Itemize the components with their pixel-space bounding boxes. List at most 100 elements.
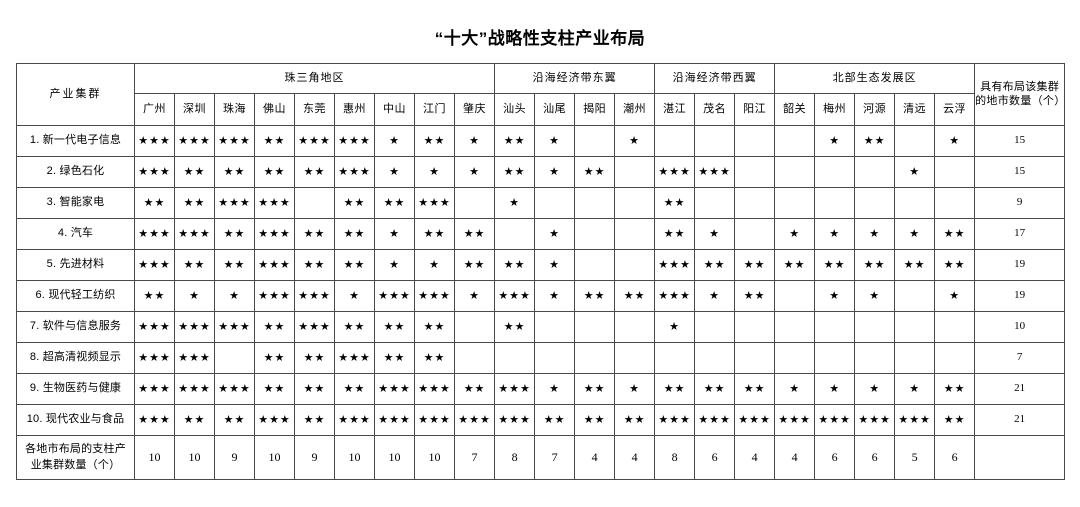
cell-cluster-city-count-r4: 17 [974,218,1066,250]
cell-rating-r8-c16 [734,342,776,374]
cell-city-total-c21: 6 [934,435,976,480]
cell-rating-r8-c14 [654,342,696,374]
cell-rating-r10-c7: ★★★ [374,404,415,436]
header-region-group-1: 珠三角地区 [133,63,496,94]
cell-city-total-c9: 7 [453,435,496,480]
cell-rating-r7-c19 [854,311,896,343]
cell-city-total-c15: 6 [694,435,736,480]
cell-rating-r6-c20 [894,280,936,312]
cell-rating-r6-c1: ★★ [134,280,175,312]
cell-rating-r7-c18 [814,311,856,343]
cell-city-total-c17: 4 [774,435,816,480]
cell-rating-r10-c12: ★★ [574,404,616,436]
cell-rating-r1-c3: ★★★ [214,125,255,157]
cell-rating-r3-c12 [574,187,616,219]
row-label-total: 各地市布局的支柱产业集群数量（个） [16,435,135,480]
cell-rating-r3-c5 [294,187,335,219]
cell-rating-r2-c12: ★★ [574,156,616,188]
cell-rating-r3-c4: ★★★ [254,187,295,219]
cell-rating-r6-c21: ★ [934,280,976,312]
cell-rating-r3-c9 [453,187,496,219]
cell-rating-r10-c6: ★★★ [334,404,375,436]
table-row: 5. 先进材料 ★★★ ★★ ★★ ★★★ ★★ ★★ ★ ★ ★★ ★★ ★ ★★★ ★★ ★★ ★★ ★★ ★… [16,249,1066,281]
cell-rating-r5-c5: ★★ [294,249,335,281]
cell-rating-r2-c6: ★★★ [334,156,375,188]
cell-rating-r10-c13: ★★ [614,404,656,436]
cell-rating-r1-c12 [574,125,616,157]
cell-rating-r3-c13 [614,187,656,219]
table-total-row: 各地市布局的支柱产业集群数量（个） 10 10 9 10 9 10 10 10 7 8 7 4 4 8 6 4 4… [16,435,1066,480]
cell-rating-r6-c5: ★★★ [294,280,335,312]
cell-rating-r6-c3: ★ [214,280,255,312]
header-region-group-2: 沿海经济带东翼 [494,63,656,94]
header-region-group-3: 沿海经济带西翼 [654,63,776,94]
cell-rating-r4-c8: ★★ [414,218,455,250]
cell-rating-r6-c14: ★★★ [654,280,696,312]
cell-rating-r7-c7: ★★ [374,311,415,343]
header-city-20: 清远 [894,93,936,126]
cell-rating-r9-c21: ★★ [934,373,976,405]
table-header: 产业集群 珠三角地区 沿海经济带东翼 沿海经济带西翼 北部生态发展区 具有布局该集群的地市… [16,63,1065,126]
cell-city-total-c11: 7 [534,435,576,480]
cell-rating-r6-c9: ★ [453,280,496,312]
cell-rating-r8-c20 [894,342,936,374]
header-city-7: 中山 [374,93,415,126]
cell-rating-r3-c16 [734,187,776,219]
row-label-cluster-8: 8. 超高清视频显示 [16,342,135,374]
cell-rating-r8-c11 [534,342,576,374]
header-city-12: 揭阳 [574,93,616,126]
cell-rating-r10-c15: ★★★ [694,404,736,436]
table-row: 7. 软件与信息服务 ★★★ ★★★ ★★★ ★★ ★★★ ★★ ★★ ★★ ★★ ★ 10 [16,311,1066,343]
cell-rating-r4-c9: ★★ [453,218,496,250]
cell-rating-r10-c11: ★★ [534,404,576,436]
header-city-row: 广州 深圳 珠海 佛山 东莞 惠州 中山 江门 肇庆 汕头 汕尾 揭阳 潮州 湛江 茂名 阳江 韶关 梅州 河源 清远… [17,93,1065,126]
cell-rating-r2-c10: ★★ [494,156,536,188]
cell-rating-r2-c17 [774,156,816,188]
cell-rating-r8-c9 [453,342,496,374]
cell-rating-r5-c17: ★★ [774,249,816,281]
cell-rating-r10-c4: ★★★ [254,404,295,436]
cell-rating-r8-c3 [214,342,255,374]
cell-rating-r8-c2: ★★★ [174,342,215,374]
table-row: 9. 生物医药与健康 ★★★ ★★★ ★★★ ★★ ★★ ★★ ★★★ ★★★ ★★ ★★★ ★ ★★ ★… [16,373,1066,405]
cell-rating-r6-c7: ★★★ [374,280,415,312]
cell-rating-r6-c8: ★★★ [414,280,455,312]
cell-rating-r4-c15: ★ [694,218,736,250]
cell-rating-r5-c21: ★★ [934,249,976,281]
cell-rating-r1-c2: ★★★ [174,125,215,157]
cell-rating-r9-c12: ★★ [574,373,616,405]
header-city-3: 珠海 [214,93,255,126]
row-label-cluster-1: 1. 新一代电子信息 [16,125,135,157]
cell-city-total-c2: 10 [174,435,215,480]
cell-rating-r2-c9: ★ [453,156,496,188]
cell-rating-r9-c16: ★★ [734,373,776,405]
cell-rating-r7-c2: ★★★ [174,311,215,343]
cell-rating-r6-c6: ★ [334,280,375,312]
header-city-19: 河源 [854,93,896,126]
cell-rating-r7-c1: ★★★ [134,311,175,343]
cell-rating-r9-c4: ★★ [254,373,295,405]
cell-rating-r5-c4: ★★★ [254,249,295,281]
cell-rating-r9-c14: ★★ [654,373,696,405]
cell-rating-r3-c8: ★★★ [414,187,455,219]
cell-rating-r8-c12 [574,342,616,374]
cell-rating-r2-c11: ★ [534,156,576,188]
cell-rating-r3-c2: ★★ [174,187,215,219]
header-city-10: 汕头 [494,93,536,126]
cell-rating-r2-c8: ★ [414,156,455,188]
cell-rating-r1-c14 [654,125,696,157]
cell-rating-r6-c11: ★ [534,280,576,312]
table-row: 1. 新一代电子信息 ★★★ ★★★ ★★★ ★★ ★★★ ★★★ ★ ★★ ★ ★★ ★ ★ ★ ★★ ★ 1… [16,125,1066,157]
cell-rating-r3-c11 [534,187,576,219]
cell-rating-r7-c9 [453,311,496,343]
cell-rating-r5-c19: ★★ [854,249,896,281]
cell-rating-r2-c14: ★★★ [654,156,696,188]
table-body: 1. 新一代电子信息 ★★★ ★★★ ★★★ ★★ ★★★ ★★★ ★ ★★ ★ ★★ ★ ★ ★ ★★ ★ 1… [16,125,1066,480]
header-city-8: 江门 [414,93,455,126]
cell-rating-r10-c17: ★★★ [774,404,816,436]
cell-city-total-c16: 4 [734,435,776,480]
cell-rating-r7-c15 [694,311,736,343]
cell-rating-r7-c6: ★★ [334,311,375,343]
cell-rating-r9-c15: ★★ [694,373,736,405]
table-row: 8. 超高清视频显示 ★★★ ★★★ ★★ ★★ ★★★ ★★ ★★ 7 [16,342,1066,374]
